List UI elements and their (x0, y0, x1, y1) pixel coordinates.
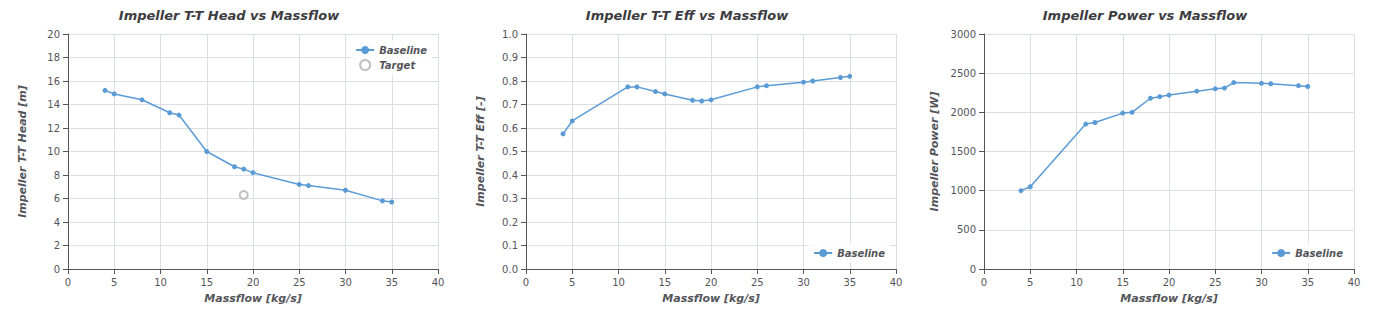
svg-text:0.9: 0.9 (502, 52, 518, 63)
svg-text:10: 10 (154, 277, 167, 288)
svg-text:16: 16 (47, 76, 60, 87)
svg-text:40: 40 (890, 277, 903, 288)
svg-text:2500: 2500 (951, 68, 976, 79)
svg-text:18: 18 (47, 52, 60, 63)
svg-text:0: 0 (981, 277, 987, 288)
svg-text:0: 0 (970, 264, 976, 275)
svg-text:15: 15 (658, 277, 671, 288)
svg-text:Impeller T-T Head vs Massflow: Impeller T-T Head vs Massflow (119, 8, 340, 23)
svg-text:Impeller Power vs Massflow: Impeller Power vs Massflow (1043, 8, 1248, 23)
svg-text:Baseline: Baseline (837, 248, 885, 259)
svg-text:30: 30 (797, 277, 810, 288)
svg-text:20: 20 (1163, 277, 1176, 288)
svg-text:35: 35 (1301, 277, 1314, 288)
svg-text:40: 40 (432, 277, 445, 288)
svg-text:8: 8 (54, 170, 60, 181)
svg-text:1500: 1500 (951, 146, 976, 157)
svg-text:12: 12 (47, 123, 60, 134)
svg-text:0: 0 (523, 277, 529, 288)
svg-text:0.5: 0.5 (502, 146, 518, 157)
svg-text:10: 10 (1070, 277, 1083, 288)
svg-text:0.6: 0.6 (502, 123, 518, 134)
svg-text:25: 25 (751, 277, 764, 288)
svg-text:Target: Target (379, 60, 416, 71)
svg-text:2: 2 (54, 240, 60, 251)
svg-text:Impeller T-T Eff [-]: Impeller T-T Eff [-] (474, 96, 487, 206)
svg-text:20: 20 (47, 29, 60, 40)
svg-text:40: 40 (1348, 277, 1361, 288)
svg-text:Impeller Power [W]: Impeller Power [W] (928, 92, 941, 212)
svg-text:10: 10 (612, 277, 625, 288)
svg-text:2000: 2000 (951, 107, 976, 118)
svg-text:10: 10 (47, 146, 60, 157)
svg-text:15: 15 (200, 277, 213, 288)
svg-text:500: 500 (957, 224, 976, 235)
svg-text:0: 0 (65, 277, 71, 288)
svg-text:Baseline: Baseline (1295, 248, 1343, 259)
svg-text:0.4: 0.4 (502, 170, 518, 181)
svg-text:0.7: 0.7 (502, 99, 518, 110)
svg-text:Baseline: Baseline (379, 45, 427, 56)
svg-text:0.0: 0.0 (502, 264, 518, 275)
svg-text:4: 4 (54, 217, 60, 228)
svg-text:0.2: 0.2 (502, 217, 518, 228)
svg-text:15: 15 (1116, 277, 1129, 288)
svg-text:5: 5 (111, 277, 117, 288)
svg-text:35: 35 (385, 277, 398, 288)
svg-text:0.3: 0.3 (502, 193, 518, 204)
svg-text:14: 14 (47, 99, 60, 110)
svg-text:Massflow [kg/s]: Massflow [kg/s] (662, 292, 759, 305)
svg-text:3000: 3000 (951, 29, 976, 40)
svg-text:1.0: 1.0 (502, 29, 518, 40)
svg-text:35: 35 (843, 277, 856, 288)
svg-text:Massflow [kg/s]: Massflow [kg/s] (204, 292, 301, 305)
svg-text:30: 30 (1255, 277, 1268, 288)
svg-text:20: 20 (247, 277, 260, 288)
svg-text:0: 0 (54, 264, 60, 275)
svg-text:Impeller T-T Head [m]: Impeller T-T Head [m] (16, 85, 29, 218)
svg-text:25: 25 (1209, 277, 1222, 288)
svg-text:25: 25 (293, 277, 306, 288)
svg-text:Massflow [kg/s]: Massflow [kg/s] (1120, 292, 1217, 305)
svg-text:30: 30 (339, 277, 352, 288)
svg-text:Impeller T-T Eff vs Massflow: Impeller T-T Eff vs Massflow (586, 8, 789, 23)
svg-text:20: 20 (705, 277, 718, 288)
svg-text:5: 5 (1027, 277, 1033, 288)
svg-text:5: 5 (569, 277, 575, 288)
svg-text:1000: 1000 (951, 185, 976, 196)
svg-text:0.8: 0.8 (502, 76, 518, 87)
svg-text:0.1: 0.1 (502, 240, 518, 251)
svg-text:6: 6 (54, 193, 60, 204)
